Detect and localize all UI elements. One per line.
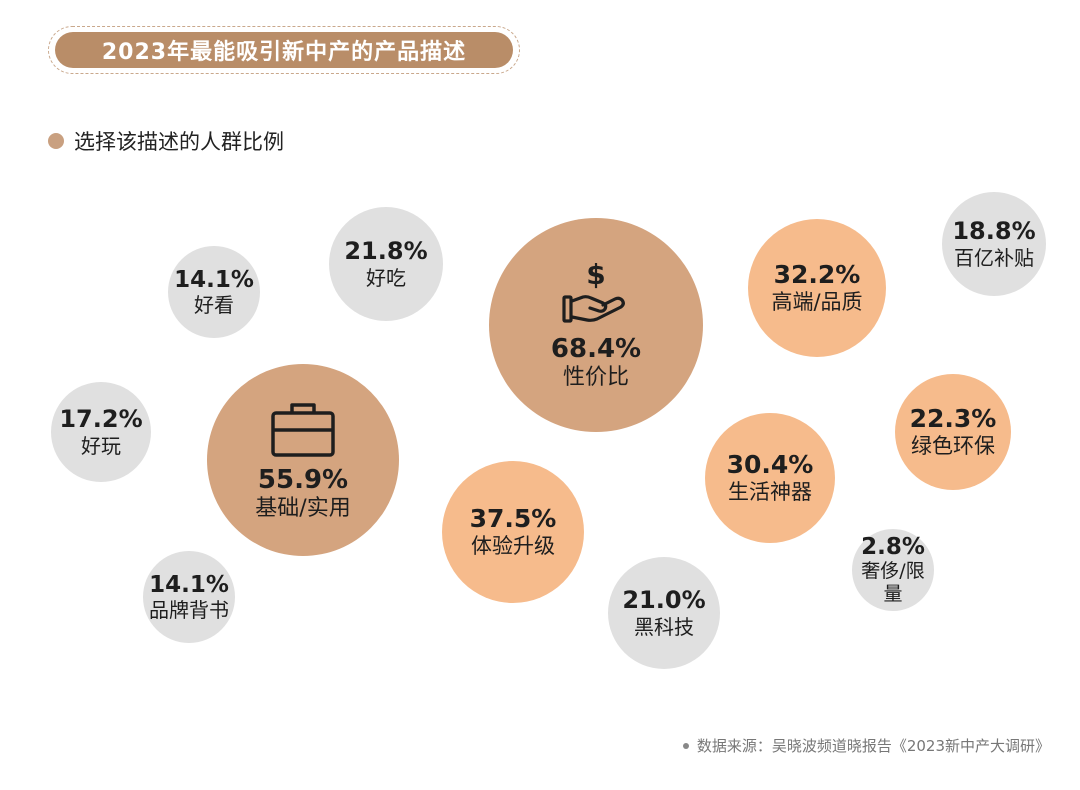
legend: 选择该描述的人群比例 bbox=[48, 126, 284, 156]
bubble-8: 21.0% 黑科技 bbox=[608, 557, 720, 669]
bubble-value: 14.1% bbox=[174, 266, 254, 293]
bubble-label: 绿色环保 bbox=[911, 433, 995, 458]
source-note: 数据来源：吴晓波频道晓报告《2023新中产大调研》 bbox=[682, 735, 1050, 756]
bubble-value: 21.0% bbox=[622, 586, 706, 615]
bubble-2: 55.9% 基础/实用 bbox=[207, 364, 399, 556]
bubble-5: 30.4% 生活神器 bbox=[705, 413, 835, 543]
source-text: 数据来源：吴晓波频道晓报告《2023新中产大调研》 bbox=[696, 737, 1050, 755]
bubble-1: $68.4% 性价比 bbox=[489, 218, 703, 432]
bubble-label: 生活神器 bbox=[728, 479, 812, 504]
bubble-value: 21.8% bbox=[344, 237, 428, 266]
bubble-value: 30.4% bbox=[726, 450, 814, 480]
bubble-7: 21.8% 好吃 bbox=[329, 207, 443, 321]
bubble-label: 好玩 bbox=[81, 433, 121, 458]
legend-dot bbox=[48, 133, 64, 149]
source-dot bbox=[682, 742, 689, 749]
bubble-value: 37.5% bbox=[469, 504, 557, 534]
bubble-9: 18.8% 百亿补贴 bbox=[942, 192, 1046, 296]
bubble-label: 好看 bbox=[194, 293, 234, 318]
bubble-value: 22.3% bbox=[909, 404, 997, 434]
bubble-value: 18.8% bbox=[952, 217, 1036, 246]
bubble-value: 55.9% bbox=[257, 464, 349, 495]
bubble-value: 68.4% bbox=[550, 333, 642, 364]
bubble-value: 14.1% bbox=[149, 571, 229, 598]
bubble-13: 2.8% 奢侈/限量 bbox=[852, 529, 934, 611]
bubble-label: 性价比 bbox=[562, 364, 629, 390]
svg-text:$: $ bbox=[586, 259, 605, 291]
bubble-label: 品牌背书 bbox=[149, 598, 229, 623]
bubble-label: 黑科技 bbox=[634, 614, 694, 639]
bubble-value: 2.8% bbox=[861, 533, 925, 560]
bubble-value: 32.2% bbox=[773, 260, 861, 290]
bubble-label: 好吃 bbox=[366, 265, 406, 290]
bubble-label: 体验升级 bbox=[471, 533, 555, 558]
bubble-12: 14.1% 品牌背书 bbox=[143, 551, 235, 643]
bubble-10: 17.2% 好玩 bbox=[51, 382, 151, 482]
bubble-label: 高端/品质 bbox=[771, 289, 863, 314]
bubble-11: 14.1% 好看 bbox=[168, 246, 260, 338]
legend-label: 选择该描述的人群比例 bbox=[74, 130, 284, 154]
chart-title: 2023年最能吸引新中产的产品描述 bbox=[55, 32, 513, 68]
title-frame: 2023年最能吸引新中产的产品描述 bbox=[48, 26, 520, 74]
briefcase-icon bbox=[268, 398, 338, 460]
bubble-label: 奢侈/限量 bbox=[861, 560, 925, 606]
bubble-4: 32.2% 高端/品质 bbox=[748, 219, 886, 357]
bubble-value: 17.2% bbox=[59, 405, 143, 434]
bubble-label: 百亿补贴 bbox=[954, 245, 1034, 270]
money-hand-icon: $ bbox=[561, 259, 631, 329]
bubble-6: 22.3% 绿色环保 bbox=[895, 374, 1011, 490]
bubble-label: 基础/实用 bbox=[255, 495, 351, 521]
bubble-3: 37.5% 体验升级 bbox=[442, 461, 584, 603]
